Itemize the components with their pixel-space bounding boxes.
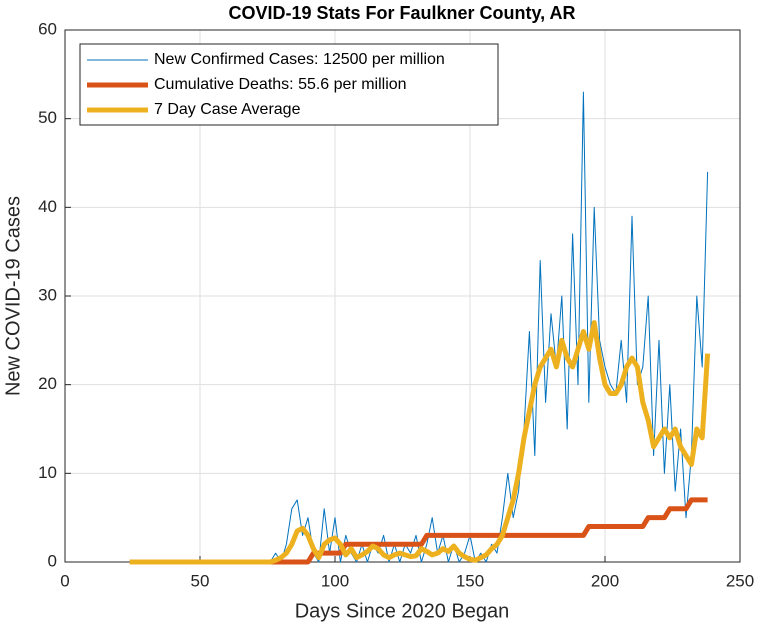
- x-tick-label: 150: [456, 571, 484, 590]
- data-line: [129, 320, 711, 565]
- x-tick-label: 250: [726, 571, 754, 590]
- x-axis-label: Days Since 2020 Began: [295, 600, 510, 622]
- legend-label: Cumulative Deaths: 55.6 per million: [154, 76, 407, 93]
- x-tick-label: 50: [191, 571, 210, 590]
- y-tick-label: 60: [38, 19, 57, 38]
- legend-box: [79, 43, 499, 126]
- y-tick-label: 30: [38, 285, 57, 304]
- chart-title: COVID-19 Stats For Faulkner County, AR: [228, 3, 575, 23]
- y-tick-label: 40: [38, 197, 57, 216]
- legend-label: New Confirmed Cases: 12500 per million: [154, 51, 445, 68]
- y-tick-label: 50: [38, 108, 57, 127]
- plot-frame: [64, 29, 741, 563]
- x-tick-label: 0: [60, 571, 69, 590]
- y-axis-label: New COVID-19 Cases: [2, 196, 24, 396]
- y-tick-label: 20: [38, 374, 57, 393]
- y-tick-label: 10: [38, 463, 57, 482]
- x-tick-label: 100: [321, 571, 349, 590]
- y-tick-label: 0: [48, 551, 57, 570]
- legend-label: 7 Day Case Average: [154, 101, 301, 118]
- x-tick-label: 200: [591, 571, 619, 590]
